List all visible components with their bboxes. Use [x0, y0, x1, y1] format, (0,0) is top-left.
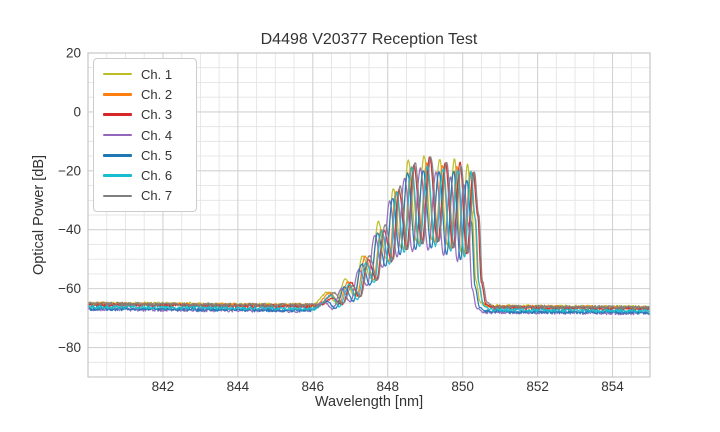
y-tick-label: 20 [66, 46, 81, 61]
legend-label: Ch. 1 [141, 66, 173, 82]
y-tick-label: −20 [58, 163, 81, 178]
legend-line-swatch [103, 194, 132, 198]
legend-label: Ch. 4 [141, 127, 173, 143]
y-tick-label: −40 [58, 222, 81, 237]
x-axis-label: Wavelength [nm] [314, 394, 424, 410]
y-tick-labels: 20 0 −20 −40 −60 −80 [58, 46, 81, 356]
legend-label: Ch. 6 [141, 168, 173, 184]
legend-item: Ch. 1 [103, 64, 187, 84]
legend-label: Ch. 5 [141, 147, 173, 163]
x-tick-label: 852 [526, 379, 549, 394]
series-ch-7 [87, 156, 651, 310]
series-group [87, 155, 651, 316]
legend-line-swatch [103, 113, 132, 116]
x-tick-labels: 842 844 846 848 850 852 854 [152, 379, 625, 394]
legend-item: Ch. 3 [103, 105, 187, 125]
legend-item: Ch. 6 [103, 165, 187, 185]
legend-line-swatch [103, 133, 132, 137]
legend-item: Ch. 2 [103, 84, 187, 104]
legend-item: Ch. 4 [103, 125, 187, 145]
legend-line-swatch [103, 154, 132, 157]
legend-label: Ch. 2 [141, 86, 173, 102]
legend-item: Ch. 7 [103, 186, 187, 206]
chart-title: D4498 V20377 Reception Test [260, 31, 478, 48]
x-tick-label: 854 [601, 379, 624, 394]
x-tick-label: 844 [227, 379, 250, 394]
plot-border [87, 52, 651, 378]
legend-line-swatch [103, 93, 132, 96]
minor-gridlines [88, 53, 650, 377]
series-ch-6 [87, 165, 651, 314]
y-tick-label: −80 [58, 340, 81, 355]
legend-label: Ch. 7 [141, 188, 173, 204]
legend: Ch. 1 Ch. 2 Ch. 3 Ch. 4 Ch. 5 Ch. 6 Ch. 7 [93, 58, 197, 213]
x-tick-label: 848 [376, 379, 399, 394]
legend-line-swatch [103, 174, 132, 177]
legend-item: Ch. 5 [103, 145, 187, 165]
legend-line-swatch [103, 72, 132, 76]
legend-label: Ch. 3 [141, 107, 173, 123]
x-tick-label: 842 [152, 379, 175, 394]
x-tick-label: 850 [451, 379, 474, 394]
y-tick-label: −60 [58, 281, 81, 296]
x-tick-label: 846 [302, 379, 325, 394]
y-tick-label: 0 [73, 104, 81, 119]
